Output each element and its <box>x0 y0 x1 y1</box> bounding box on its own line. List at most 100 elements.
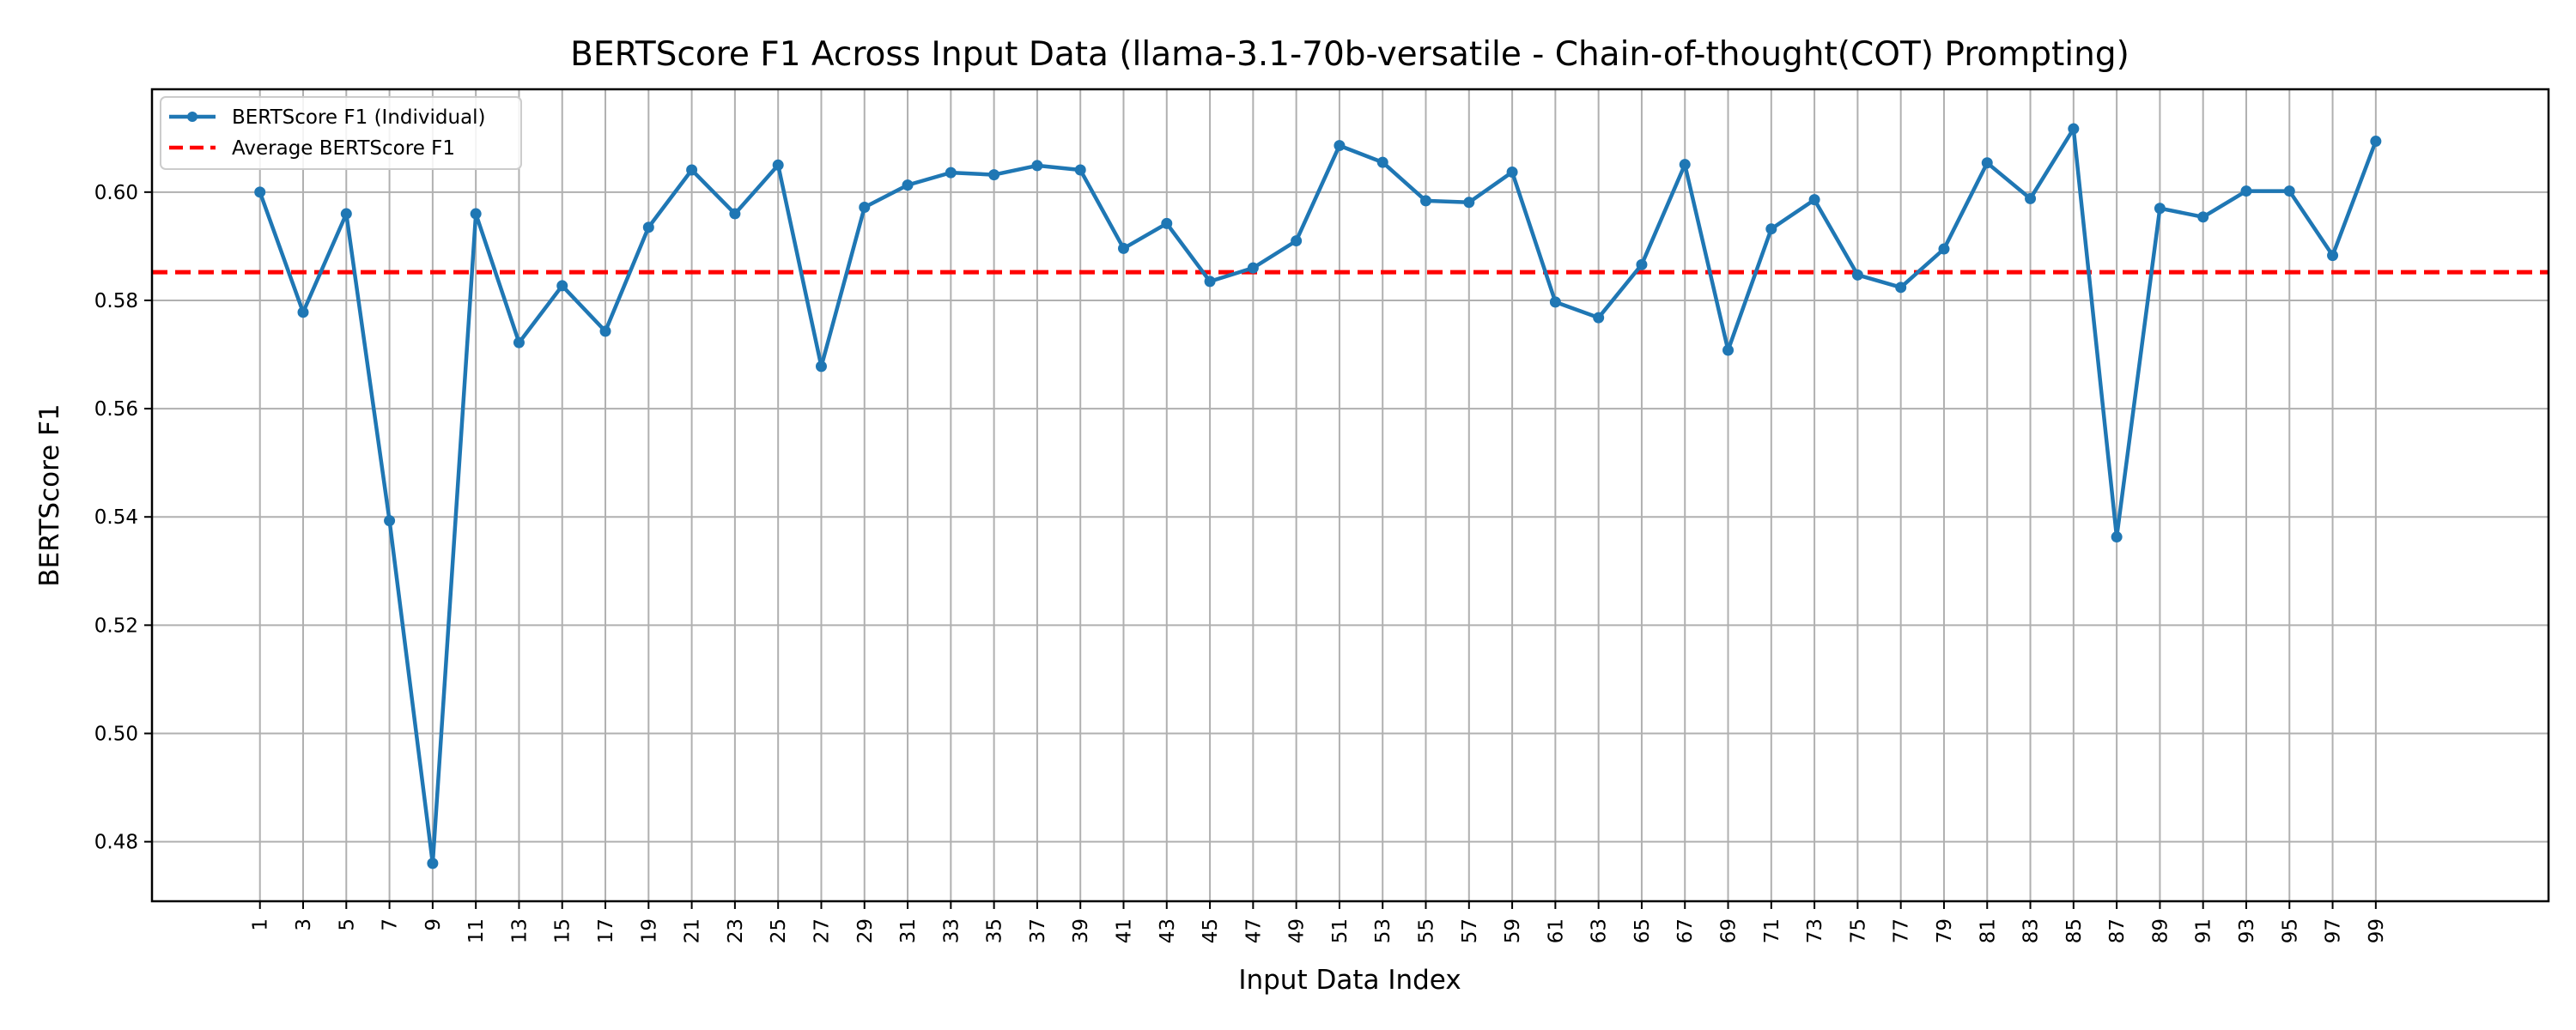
y-tick-label: 0.60 <box>94 182 138 204</box>
x-tick-label: 41 <box>1113 918 1135 943</box>
x-tick-label: 19 <box>638 918 660 943</box>
x-tick-label: 69 <box>1718 918 1741 943</box>
series-individual-line <box>258 126 2378 866</box>
data-point <box>1420 195 1432 207</box>
legend-box <box>160 96 522 170</box>
data-point <box>2283 185 2295 197</box>
series-layer <box>254 123 2382 869</box>
x-tick-label: 43 <box>1157 918 1179 943</box>
data-point <box>1334 140 1346 152</box>
x-tick-label: 73 <box>1804 918 1826 943</box>
x-tick-label: 51 <box>1329 918 1352 943</box>
y-tick-label: 0.48 <box>94 832 138 854</box>
x-tick-label: 81 <box>1977 918 1999 943</box>
x-tick-label: 49 <box>1286 918 1309 943</box>
data-point <box>297 306 309 318</box>
data-point <box>1981 157 1993 169</box>
y-tick-label: 0.50 <box>94 723 138 745</box>
x-tick-label: 29 <box>854 918 877 943</box>
data-point <box>1031 160 1043 172</box>
data-point <box>340 208 352 220</box>
data-point <box>1808 194 1820 206</box>
x-tick-label: 59 <box>1502 918 1524 943</box>
x-axis-label: Input Data Index <box>1238 965 1461 996</box>
x-tick-label: 79 <box>1934 918 1956 943</box>
x-tick-label: 71 <box>1761 918 1783 943</box>
data-point <box>1161 217 1173 229</box>
legend-average-label: Average BERTScore F1 <box>232 137 455 160</box>
y-axis-ticks: 0.48 0.50 0.52 0.54 0.56 0.58 0.60 <box>94 182 152 854</box>
plot-area-frame <box>150 88 2550 903</box>
data-point <box>254 186 266 198</box>
data-point <box>686 164 698 176</box>
x-tick-label: 23 <box>725 918 747 943</box>
x-tick-label: 77 <box>1891 918 1913 943</box>
x-tick-label: 63 <box>1589 918 1611 943</box>
data-point <box>384 515 396 527</box>
x-tick-label: 57 <box>1459 918 1481 943</box>
data-point <box>988 169 1000 181</box>
x-tick-label: 7 <box>380 918 402 931</box>
data-point <box>1636 258 1648 270</box>
data-point <box>945 167 957 179</box>
data-point <box>1765 223 1777 235</box>
data-point <box>2197 211 2209 223</box>
data-point <box>1506 166 1518 178</box>
x-tick-label: 67 <box>1674 918 1697 943</box>
data-point <box>1291 235 1303 247</box>
data-point <box>1074 164 1086 176</box>
data-point <box>1549 296 1561 308</box>
x-tick-label: 97 <box>2323 918 2345 943</box>
x-tick-label: 89 <box>2149 918 2172 943</box>
x-tick-label: 9 <box>422 918 445 931</box>
x-tick-label: 91 <box>2193 918 2215 943</box>
legend-individual-marker <box>187 112 197 122</box>
y-axis-label: BERTScore F1 <box>34 403 65 586</box>
x-tick-label: 15 <box>552 918 574 943</box>
data-point <box>815 360 827 373</box>
x-tick-label: 37 <box>1027 918 1049 943</box>
data-point <box>2154 203 2166 215</box>
x-tick-label: 93 <box>2236 918 2258 943</box>
data-point <box>772 159 784 171</box>
data-point <box>1117 242 1129 254</box>
data-point <box>1851 269 1863 281</box>
x-tick-label: 3 <box>293 918 315 931</box>
x-tick-label: 25 <box>768 918 790 943</box>
x-tick-label: 55 <box>1416 918 1438 943</box>
x-tick-label: 5 <box>336 918 358 931</box>
x-tick-label: 39 <box>1070 918 1092 943</box>
data-point <box>1247 262 1259 274</box>
data-point <box>902 179 914 191</box>
data-point <box>2370 136 2382 148</box>
x-tick-label: 45 <box>1200 918 1222 943</box>
data-point <box>470 208 482 220</box>
x-tick-label: 13 <box>508 918 531 943</box>
chart-title: BERTScore F1 Across Input Data (llama-3.… <box>570 35 2129 74</box>
data-point <box>2068 123 2080 135</box>
x-tick-label: 61 <box>1545 918 1567 943</box>
data-point <box>2025 192 2037 204</box>
data-point <box>1938 243 1950 255</box>
data-point <box>1376 156 1388 168</box>
legend-individual-label: BERTScore F1 (Individual) <box>232 106 486 129</box>
data-point <box>427 857 439 869</box>
data-point <box>2240 185 2252 197</box>
data-point <box>642 221 654 233</box>
data-point <box>1204 276 1216 288</box>
x-axis-ticks: 1 3 5 7 9 11 13 15 17 19 21 23 25 27 29 31 33 35 37 39 41 43 4… <box>250 901 2388 943</box>
x-tick-label: 83 <box>2020 918 2043 943</box>
data-point <box>1463 197 1475 209</box>
y-tick-label: 0.56 <box>94 398 138 421</box>
x-tick-label: 75 <box>1847 918 1869 943</box>
x-tick-label: 85 <box>2063 918 2086 943</box>
x-tick-label: 31 <box>897 918 920 943</box>
data-point <box>1895 282 1907 294</box>
x-tick-label: 11 <box>465 918 488 943</box>
data-point <box>1679 159 1691 171</box>
x-tick-label: 99 <box>2366 918 2388 943</box>
y-tick-label: 0.58 <box>94 290 138 312</box>
data-point <box>599 325 611 337</box>
